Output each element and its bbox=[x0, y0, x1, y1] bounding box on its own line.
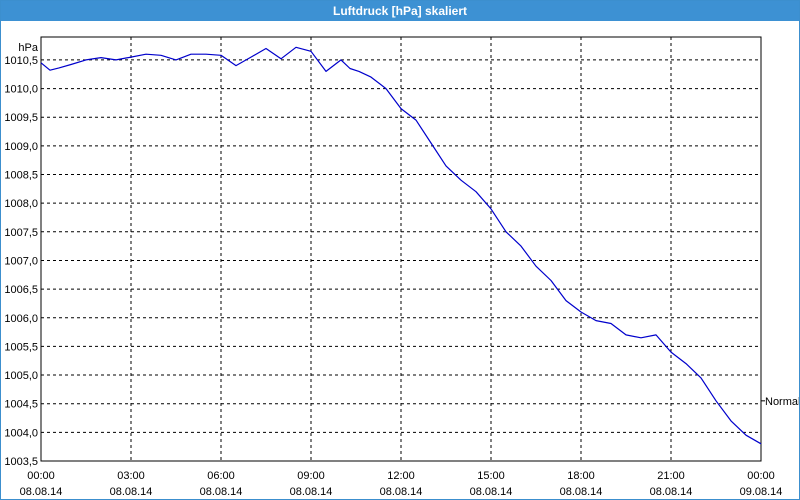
reference-label: Normal bbox=[765, 396, 799, 408]
x-tick-time: 15:00 bbox=[477, 470, 505, 482]
y-tick-label: 1003,5 bbox=[4, 456, 38, 468]
window-titlebar: Luftdruck [hPa] skaliert bbox=[1, 1, 799, 21]
x-tick-time: 09:00 bbox=[297, 470, 325, 482]
y-tick-label: 1010,5 bbox=[4, 55, 38, 67]
y-tick-label: 1006,5 bbox=[4, 284, 38, 296]
x-tick-time: 18:00 bbox=[567, 470, 595, 482]
x-tick-date: 09.08.14 bbox=[740, 486, 783, 498]
x-tick-date: 08.08.14 bbox=[470, 486, 513, 498]
x-tick-time: 03:00 bbox=[117, 470, 145, 482]
x-tick-date: 08.08.14 bbox=[560, 486, 603, 498]
x-tick-date: 08.08.14 bbox=[650, 486, 693, 498]
y-tick-label: 1009,5 bbox=[4, 112, 38, 124]
y-tick-label: 1004,5 bbox=[4, 399, 38, 411]
pressure-series-line bbox=[40, 46, 762, 445]
x-tick-date: 08.08.14 bbox=[200, 486, 243, 498]
x-tick-date: 08.08.14 bbox=[20, 486, 63, 498]
x-tick-date: 08.08.14 bbox=[380, 486, 423, 498]
y-tick-label: 1008,5 bbox=[4, 170, 38, 182]
y-tick-label: 1005,0 bbox=[4, 370, 38, 382]
y-tick-label: 1005,5 bbox=[4, 341, 38, 353]
y-tick-label: 1004,0 bbox=[4, 427, 38, 439]
y-tick-label: 1010,0 bbox=[4, 84, 38, 96]
y-tick-label: 1007,5 bbox=[4, 227, 38, 239]
x-tick-date: 08.08.14 bbox=[110, 486, 153, 498]
x-tick-time: 12:00 bbox=[387, 470, 415, 482]
y-tick-label: 1008,0 bbox=[4, 198, 38, 210]
x-tick-time: 00:00 bbox=[27, 470, 55, 482]
y-tick-label: 1009,0 bbox=[4, 141, 38, 153]
chart-title: Luftdruck [hPa] skaliert bbox=[332, 4, 468, 18]
y-tick-label: 1007,0 bbox=[4, 255, 38, 267]
x-tick-time: 21:00 bbox=[657, 470, 685, 482]
x-tick-date: 08.08.14 bbox=[290, 486, 333, 498]
y-tick-label: 1006,0 bbox=[4, 313, 38, 325]
y-unit-label: hPa bbox=[18, 42, 38, 54]
x-tick-time: 06:00 bbox=[207, 470, 235, 482]
x-tick-time: 00:00 bbox=[747, 470, 775, 482]
